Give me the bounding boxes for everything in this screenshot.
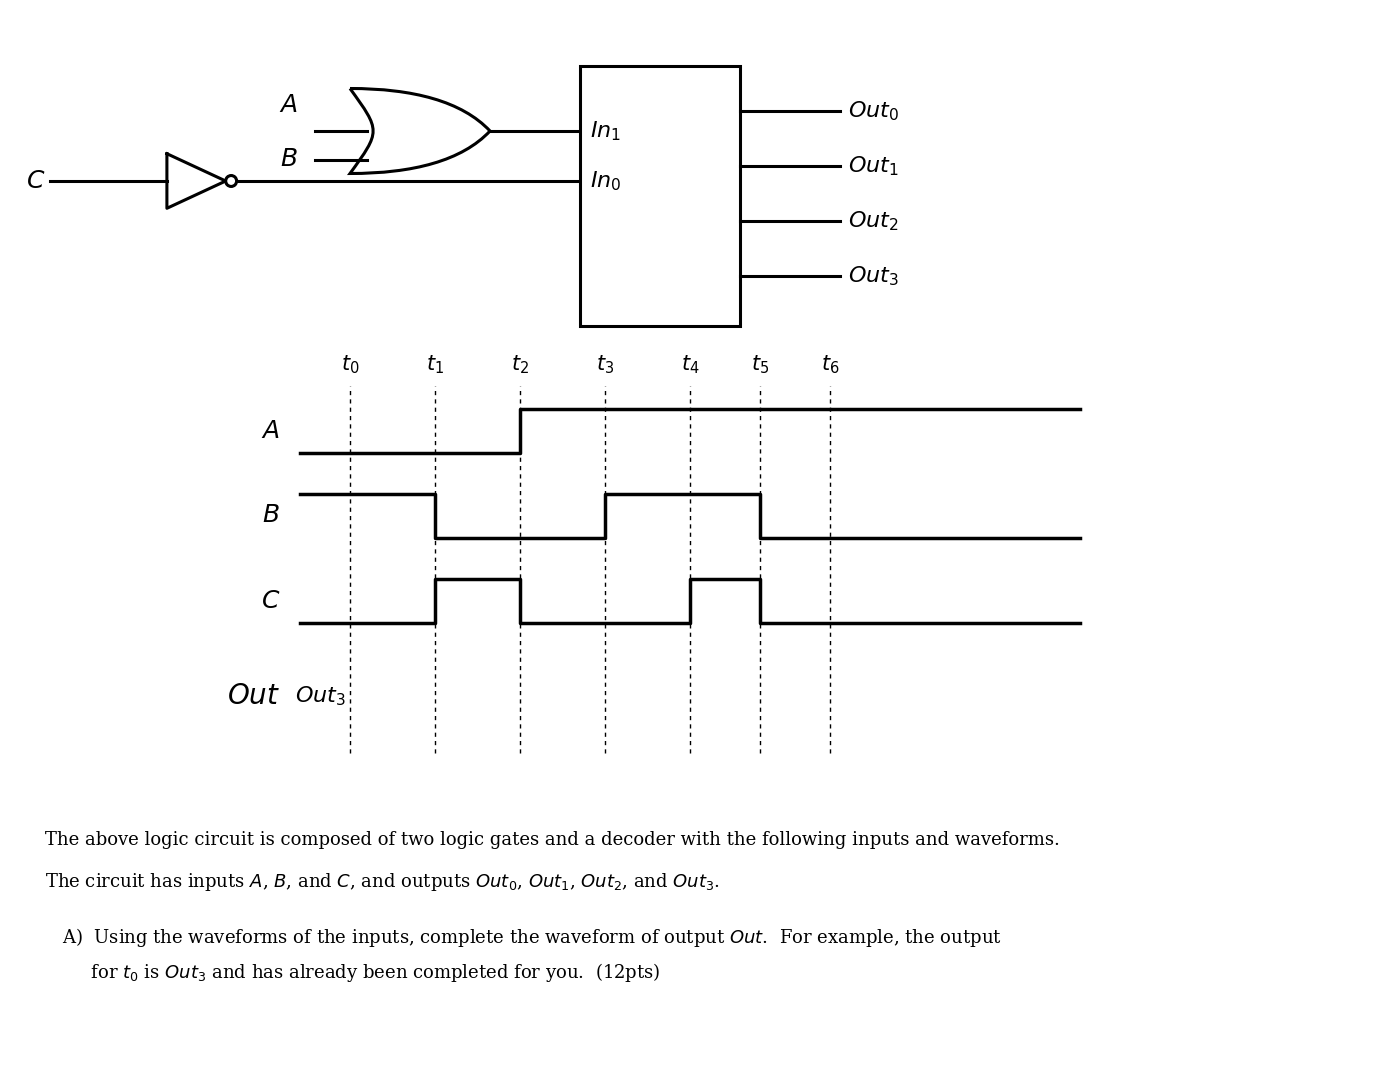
Text: $Out_3$: $Out_3$ bbox=[848, 264, 899, 288]
Text: $C$: $C$ bbox=[260, 589, 279, 613]
Text: $Out_3$: $Out_3$ bbox=[294, 684, 345, 708]
Bar bbox=[581, 66, 740, 326]
Text: $t_6$: $t_6$ bbox=[820, 354, 839, 376]
Text: A)  Using the waveforms of the inputs, complete the waveform of output $\mathit{: A) Using the waveforms of the inputs, co… bbox=[45, 926, 1002, 949]
Text: $C$: $C$ bbox=[26, 169, 45, 193]
Circle shape bbox=[226, 176, 237, 187]
Text: $B$: $B$ bbox=[263, 504, 279, 528]
Text: $t_3$: $t_3$ bbox=[596, 354, 614, 376]
Text: for $t_0$ is $Out_3$ and has already been completed for you.  (12pts): for $t_0$ is $Out_3$ and has already bee… bbox=[45, 962, 660, 984]
Text: $t_1$: $t_1$ bbox=[427, 354, 444, 376]
Text: The circuit has inputs $A$, $B$, and $C$, and outputs $Out_0$, $Out_1$, $Out_2$,: The circuit has inputs $A$, $B$, and $C$… bbox=[45, 871, 720, 893]
Text: $t_4$: $t_4$ bbox=[681, 354, 699, 376]
Text: $t_0$: $t_0$ bbox=[341, 354, 359, 376]
Text: $Out_2$: $Out_2$ bbox=[848, 209, 899, 232]
Text: The above logic circuit is composed of two logic gates and a decoder with the fo: The above logic circuit is composed of t… bbox=[45, 831, 1060, 849]
PathPatch shape bbox=[350, 88, 490, 174]
Text: $Out_1$: $Out_1$ bbox=[848, 155, 899, 178]
Text: $In_1$: $In_1$ bbox=[590, 119, 621, 143]
Text: $Out_0$: $Out_0$ bbox=[848, 99, 899, 123]
Text: $B$: $B$ bbox=[281, 147, 299, 171]
Text: $In_0$: $In_0$ bbox=[590, 169, 622, 193]
Text: $t_2$: $t_2$ bbox=[510, 354, 528, 376]
Text: $\mathit{Out}$: $\mathit{Out}$ bbox=[227, 682, 279, 710]
Text: $t_5$: $t_5$ bbox=[751, 354, 769, 376]
Text: $A$: $A$ bbox=[261, 420, 279, 442]
Text: $A$: $A$ bbox=[279, 95, 299, 117]
